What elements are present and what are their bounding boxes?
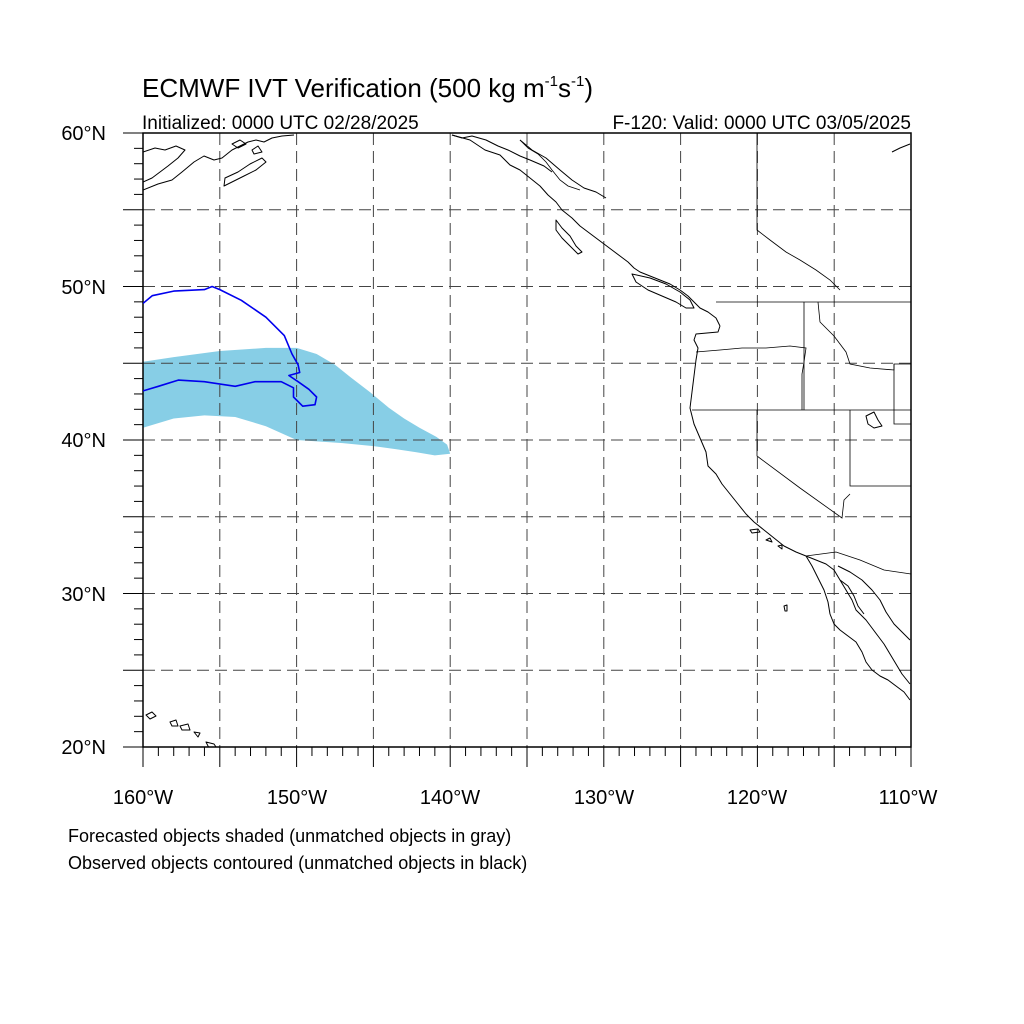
border-provinces [756, 133, 841, 291]
lon-label-120w: 120°W [727, 787, 787, 809]
coastline-kodiak [223, 157, 267, 187]
observed-object-contour [143, 285, 318, 408]
lon-label-160w: 160°W [113, 787, 173, 809]
plot-area [143, 133, 911, 747]
title-superscript-2: -1 [571, 73, 584, 90]
lon-label-150w: 150°W [267, 787, 327, 809]
title-text-end: ) [584, 73, 593, 103]
subtitle-initialized: Initialized: 0000 UTC 02/28/2025 [142, 113, 419, 134]
great-salt-lake [865, 411, 883, 429]
grid-lines [143, 133, 911, 747]
lat-label-40n: 40°N [61, 430, 106, 452]
subtitle-valid-time: F-120: Valid: 0000 UTC 03/05/2025 [612, 113, 911, 134]
border-nevada-utah [849, 410, 911, 487]
coastline-channel-islands [749, 528, 783, 550]
border-washington-oregon [695, 345, 807, 410]
latitude-labels: 20°N 30°N 40°N 50°N 60°N [61, 123, 106, 759]
coastline-alaska-gulf [451, 134, 607, 199]
page-title: ECMWF IVT Verification (500 kg m-1s-1) [142, 73, 593, 103]
border-idaho [803, 301, 911, 410]
political-borders [519, 133, 911, 575]
coastline-vancouver-island [631, 273, 695, 309]
footnote-forecast: Forecasted objects shaded (unmatched obj… [68, 826, 511, 846]
lon-label-130w: 130°W [574, 787, 634, 809]
lat-label-60n: 60°N [61, 123, 106, 145]
coastline-alaska-west [143, 134, 295, 191]
title-superscript-1: -1 [545, 73, 558, 90]
axis-ticks [123, 132, 912, 767]
coastlines [143, 134, 911, 747]
lon-label-140w: 140°W [420, 787, 480, 809]
border-alaska-canada [519, 139, 581, 191]
lat-label-50n: 50°N [61, 277, 106, 299]
coastline-alaska-islands [231, 139, 263, 155]
footnote-observed: Observed objects contoured (unmatched ob… [68, 853, 527, 873]
title-text-mid: s [558, 73, 571, 103]
title-text: ECMWF IVT Verification (500 kg m [142, 73, 545, 103]
coastline-haida-gwaii [555, 219, 583, 255]
coastline-baja-california [805, 555, 911, 701]
map-frame [142, 132, 912, 748]
border-usa-mexico [805, 551, 911, 575]
coastline-hudson-fragment [891, 143, 911, 153]
lat-label-20n: 20°N [61, 737, 106, 759]
lon-label-110w: 110°W [879, 787, 938, 809]
coastline-southeast-alaska [451, 134, 721, 327]
lat-label-30n: 30°N [61, 584, 106, 606]
longitude-labels: 160°W 150°W 140°W 130°W 120°W 110°W [113, 787, 938, 809]
coastline-mexico-mainland [837, 565, 911, 641]
border-california-nevada [756, 410, 851, 519]
coastline-hawaii [145, 711, 217, 747]
coastline-guadalupe [783, 604, 788, 612]
coastline-us-west [689, 325, 911, 685]
border-montana-wyoming [893, 364, 911, 425]
